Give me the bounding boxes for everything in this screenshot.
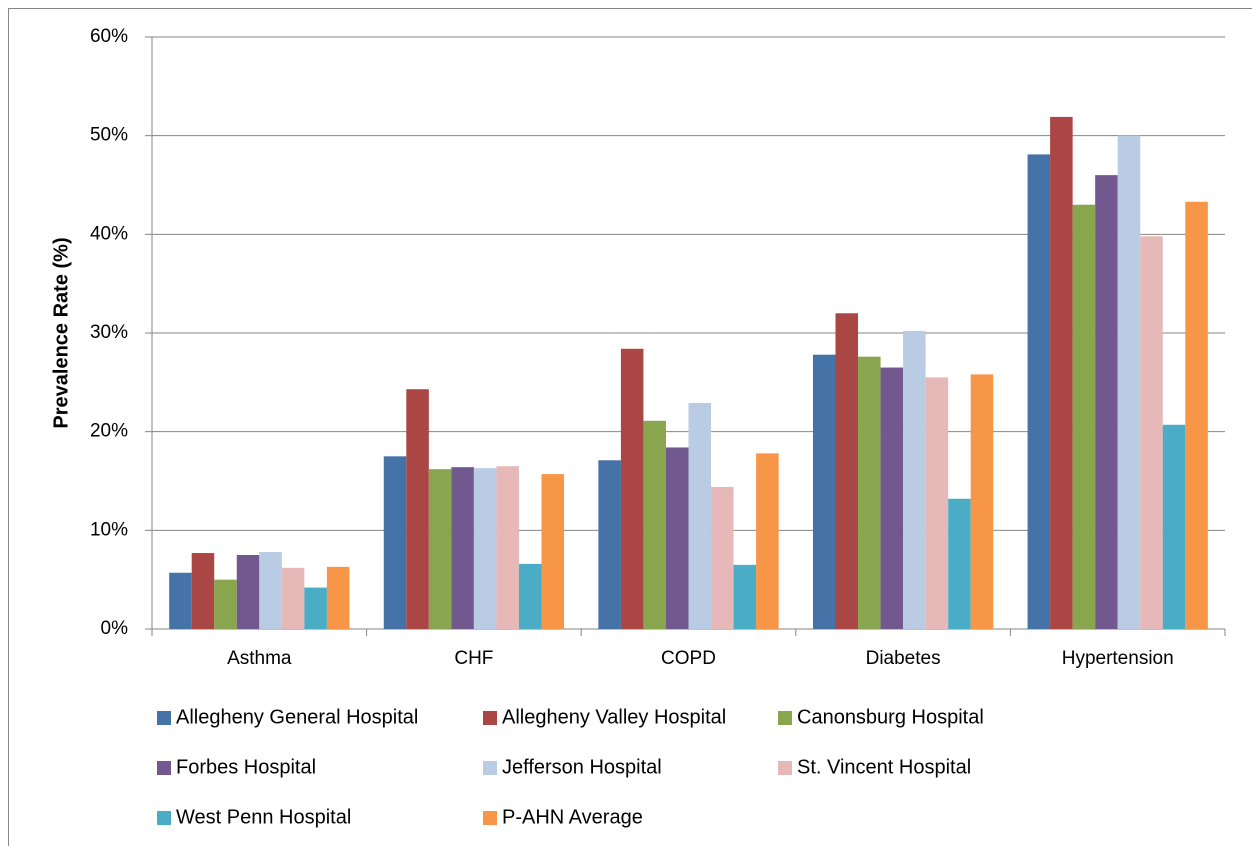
bar: [1140, 236, 1163, 629]
bar: [620, 348, 644, 629]
x-tick-label: Diabetes: [866, 648, 941, 669]
legend-label: Allegheny Valley Hospital: [502, 706, 726, 728]
y-tick-label: 0%: [101, 618, 129, 639]
bar: [236, 555, 260, 629]
x-tick-label: CHF: [454, 648, 493, 669]
y-tick-label: 50%: [90, 125, 128, 146]
bar: [1072, 204, 1096, 629]
bar: [541, 474, 565, 629]
bar: [858, 356, 881, 629]
bar: [1162, 424, 1186, 629]
bar: [643, 420, 666, 629]
bar: [880, 367, 904, 629]
bar: [1027, 154, 1051, 629]
legend-swatch: [157, 761, 171, 775]
legend: Allegheny General Hospital Allegheny Vall…: [157, 706, 984, 828]
bar: [598, 460, 621, 629]
bar: [1117, 135, 1141, 629]
legend-swatch: [157, 711, 171, 725]
legend-label: P-AHN Average: [502, 806, 643, 828]
bar: [948, 498, 971, 629]
bar: [835, 313, 859, 629]
bar: [903, 331, 926, 629]
bar: [326, 566, 350, 629]
legend-swatch: [778, 711, 792, 725]
bar: [665, 447, 689, 629]
legend-label: Canonsburg Hospital: [797, 706, 984, 728]
legend-label: Forbes Hospital: [176, 756, 316, 778]
y-tick-label: 20%: [90, 421, 128, 442]
legend-swatch: [778, 761, 792, 775]
bar: [1050, 116, 1073, 630]
legend-label: Jefferson Hospital: [502, 756, 662, 778]
bar: [281, 567, 305, 629]
bar: [812, 354, 836, 629]
bar: [711, 486, 734, 629]
legend-swatch: [483, 761, 497, 775]
bar: [214, 579, 237, 629]
legend-label: St. Vincent Hospital: [797, 756, 971, 778]
chart-frame: [8, 8, 1252, 846]
bar: [191, 553, 215, 629]
legend-swatch: [157, 811, 171, 825]
bar: [259, 552, 282, 629]
bar: [733, 564, 757, 629]
bar: [428, 469, 452, 629]
bar: [688, 403, 712, 629]
legend-swatch: [483, 811, 497, 825]
bar: [473, 468, 497, 629]
bar: [451, 467, 474, 629]
bar: [925, 377, 949, 629]
legend-label: West Penn Hospital: [176, 806, 351, 828]
bar: [406, 389, 429, 629]
bar: [496, 466, 519, 629]
bar: [970, 374, 994, 629]
bar: [518, 563, 542, 629]
bar: [756, 453, 779, 629]
legend-label: Allegheny General Hospital: [176, 706, 418, 728]
bar: [304, 587, 327, 629]
y-tick-label: 10%: [90, 519, 128, 540]
legend-swatch: [483, 711, 497, 725]
x-tick-label: Asthma: [227, 648, 292, 669]
bar: [1095, 175, 1118, 629]
bar: [1185, 201, 1208, 630]
y-tick-label: 40%: [90, 223, 128, 244]
x-tick-label: COPD: [661, 648, 716, 669]
x-tick-label: Hypertension: [1062, 648, 1174, 669]
y-tick-label: 60%: [90, 26, 128, 47]
bar: [169, 572, 192, 629]
y-axis-title: Prevalence Rate (%): [50, 237, 72, 428]
y-tick-label: 30%: [90, 322, 128, 343]
bar: [383, 456, 407, 629]
